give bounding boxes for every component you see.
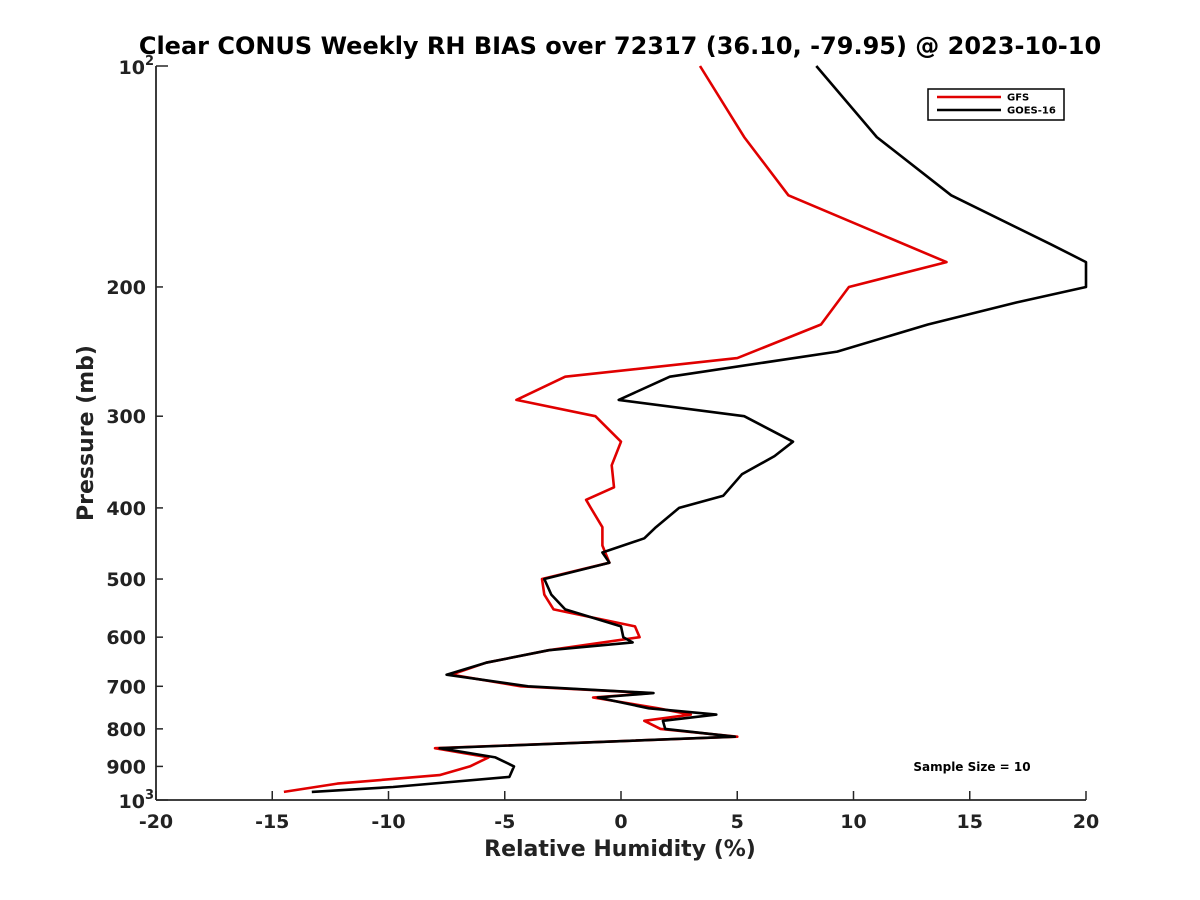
x-tick-label: 15 xyxy=(957,811,983,833)
y-tick-label: 800 xyxy=(106,719,146,741)
y-tick-label: 700 xyxy=(106,676,146,698)
y-tick-label: 300 xyxy=(106,406,146,428)
legend-box xyxy=(927,88,1065,121)
x-tick-label: -15 xyxy=(255,811,289,833)
y-tick-label: 600 xyxy=(106,627,146,649)
series-line-goes-16 xyxy=(311,65,1088,794)
y-major-tick-label: 103 xyxy=(119,788,155,813)
chart-title: Clear CONUS Weekly RH BIAS over 72317 (3… xyxy=(139,32,1101,60)
x-tick-label: 0 xyxy=(614,811,627,833)
series-line-gfs xyxy=(283,65,948,794)
x-tick-label: -10 xyxy=(371,811,405,833)
x-axis-ticks: -20 -15 -10 -5 0 5 10 15 20 xyxy=(139,791,1099,833)
x-tick-label: -5 xyxy=(494,811,515,833)
x-tick-label: 20 xyxy=(1073,811,1099,833)
legend-label-gfs: GFS xyxy=(1007,93,1029,104)
x-axis-label: Relative Humidity (%) xyxy=(484,837,756,862)
x-tick-label: 10 xyxy=(840,811,866,833)
series-layer xyxy=(283,65,1088,794)
legend: GFS GOES-16 xyxy=(927,88,1065,121)
y-tick-label: 500 xyxy=(106,569,146,591)
sample-size-annotation: Sample Size = 10 xyxy=(913,760,1030,774)
legend-label-goes-16: GOES-16 xyxy=(1007,106,1056,117)
y-major-tick-label: 102 xyxy=(119,54,155,79)
y-axis-ticks: 102 103 200 300 400 500 600 700 800 900 xyxy=(106,54,168,813)
y-tick-label: 900 xyxy=(106,756,146,778)
y-axis-label: Pressure (mb) xyxy=(74,345,99,521)
x-tick-label: -20 xyxy=(139,811,173,833)
plot-area: -20 -15 -10 -5 0 5 10 15 20 102 103 200 300 400 500 60… xyxy=(106,54,1099,833)
y-tick-label: 200 xyxy=(106,277,146,299)
y-tick-label: 400 xyxy=(106,498,146,520)
x-tick-label: 5 xyxy=(731,811,744,833)
